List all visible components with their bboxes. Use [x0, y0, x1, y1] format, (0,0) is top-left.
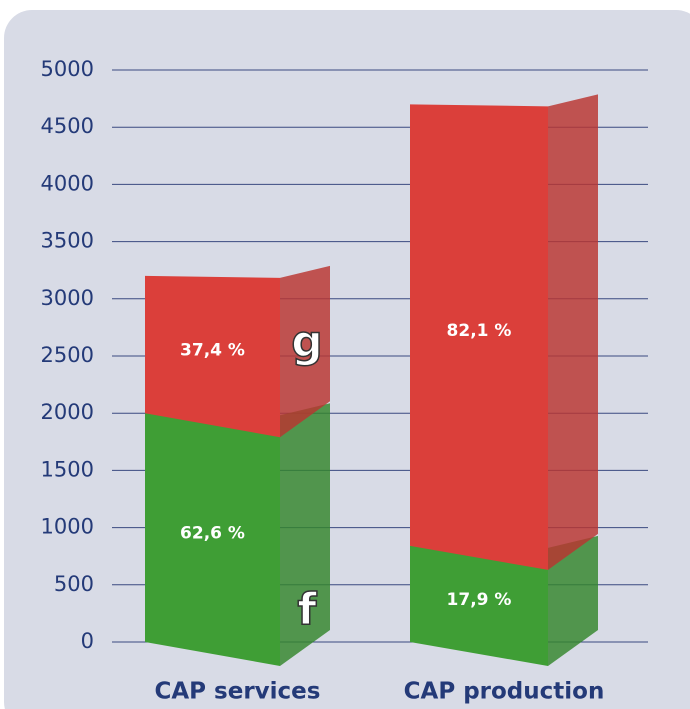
segment-label: 62,6 %: [180, 524, 245, 544]
y-tick-label: 3000: [41, 286, 94, 310]
bar-side-shade: [548, 535, 598, 666]
bar-side: [280, 403, 330, 666]
y-tick-label: 500: [54, 572, 94, 596]
bar-front: [145, 413, 280, 666]
y-tick-label: 0: [81, 629, 94, 653]
bar-front: [145, 275, 280, 438]
x-tick-label: CAP services: [155, 679, 321, 705]
segment-label: 17,9 %: [447, 590, 512, 610]
y-tick-label: 3500: [41, 229, 94, 253]
bar-side: [548, 535, 598, 666]
bar-side-shade: [280, 403, 330, 666]
x-tick-label: CAP production: [404, 679, 605, 705]
y-tick-label: 1500: [41, 457, 94, 481]
bar-side: [548, 94, 598, 570]
y-tick-label: 4000: [41, 171, 94, 195]
segment-label: 37,4 %: [180, 341, 245, 361]
bar-front: [410, 104, 548, 570]
y-tick-label: 4500: [41, 114, 94, 138]
legend-label: f: [297, 584, 317, 635]
y-tick-label: 5000: [41, 57, 94, 81]
bar-side-shade: [280, 265, 330, 438]
bar-side: [280, 265, 330, 438]
bar-side-shade: [548, 94, 598, 570]
y-tick-label: 1000: [41, 515, 94, 539]
bar-front: [410, 545, 548, 666]
y-tick-label: 2000: [41, 400, 94, 424]
y-tick-label: 2500: [41, 343, 94, 367]
legend-label: g: [291, 317, 323, 368]
segment-label: 82,1 %: [447, 321, 512, 341]
